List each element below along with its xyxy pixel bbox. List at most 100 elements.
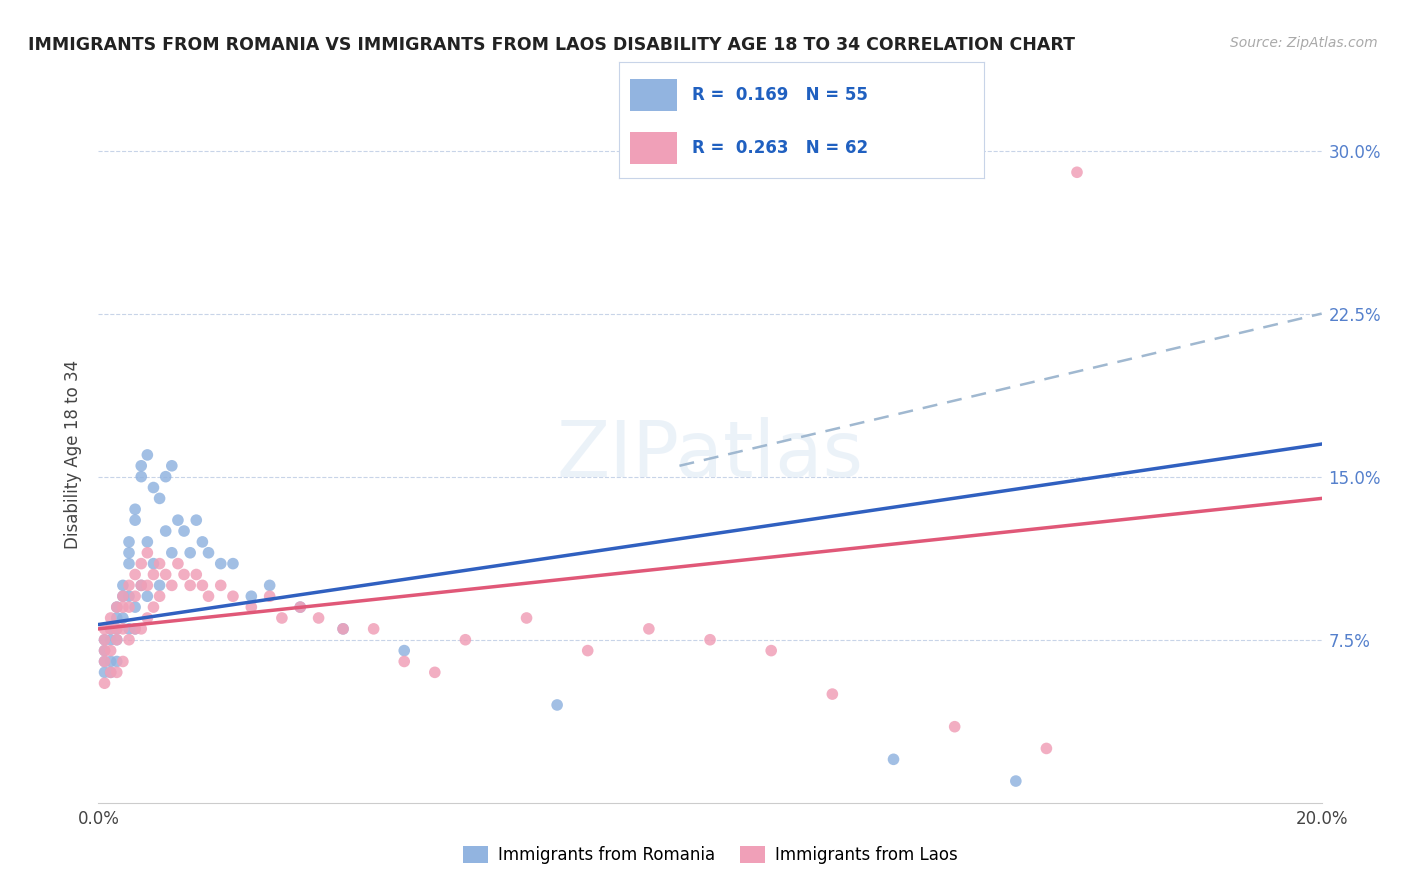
Point [105,655,128,669]
Point [111,622,134,636]
Point [883,752,905,766]
Point [149,557,172,571]
Point [149,578,172,592]
Point [759,643,782,657]
Point [363,622,385,636]
Point [124,502,146,516]
Point [943,720,966,734]
Point [105,622,128,636]
Point [124,622,146,636]
Point [259,578,281,592]
Point [124,600,146,615]
Point [155,567,177,582]
Point [124,589,146,603]
Point [270,611,292,625]
Point [136,535,159,549]
Point [100,643,122,657]
Point [124,513,146,527]
Point [100,665,122,680]
Text: R =  0.263   N = 62: R = 0.263 N = 62 [692,139,868,157]
Point [516,611,538,625]
Point [118,546,141,560]
Point [105,622,128,636]
Point [222,589,245,603]
Point [105,600,128,615]
Point [699,632,721,647]
Point [821,687,844,701]
Point [160,546,183,560]
Point [93,643,115,657]
Point [149,589,172,603]
Point [129,622,152,636]
Point [179,578,201,592]
Bar [630,132,678,164]
Point [160,458,183,473]
Text: R =  0.169   N = 55: R = 0.169 N = 55 [692,86,868,103]
Point [179,546,201,560]
Point [149,491,172,506]
Point [546,698,568,712]
Point [129,578,152,592]
Point [290,600,312,615]
Point [167,557,190,571]
Point [423,665,446,680]
Y-axis label: Disability Age 18 to 34: Disability Age 18 to 34 [65,360,83,549]
Point [93,643,115,657]
Point [111,600,134,615]
Bar [630,78,678,112]
Point [186,513,208,527]
Point [332,622,354,636]
Point [100,665,122,680]
Point [209,578,232,592]
Point [118,578,141,592]
Point [118,589,141,603]
Point [124,622,146,636]
Point [290,600,312,615]
Point [105,611,128,625]
Point [160,578,183,592]
Point [111,578,134,592]
Point [1035,741,1057,756]
Point [100,622,122,636]
Point [118,600,141,615]
Point [93,655,115,669]
Point [186,567,208,582]
Point [173,567,195,582]
Point [454,632,477,647]
Point [100,632,122,647]
Point [124,567,146,582]
Point [129,458,152,473]
Point [105,600,128,615]
Legend: Immigrants from Romania, Immigrants from Laos: Immigrants from Romania, Immigrants from… [456,839,965,871]
Point [173,524,195,538]
Point [118,622,141,636]
Point [136,546,159,560]
Text: Source: ZipAtlas.com: Source: ZipAtlas.com [1230,36,1378,50]
Point [118,535,141,549]
Point [129,578,152,592]
Point [167,513,190,527]
Text: IMMIGRANTS FROM ROMANIA VS IMMIGRANTS FROM LAOS DISABILITY AGE 18 TO 34 CORRELAT: IMMIGRANTS FROM ROMANIA VS IMMIGRANTS FR… [28,36,1076,54]
Point [142,481,165,495]
Point [576,643,599,657]
Point [111,611,134,625]
Point [105,665,128,680]
Point [240,589,263,603]
Point [136,448,159,462]
Point [136,589,159,603]
Point [155,524,177,538]
Point [197,589,219,603]
Text: ZIPatlas: ZIPatlas [557,417,863,493]
Point [142,557,165,571]
Point [111,589,134,603]
Point [93,622,115,636]
Point [197,546,219,560]
Point [1004,774,1026,789]
Point [392,655,416,669]
Point [136,611,159,625]
Point [142,600,165,615]
Point [1066,165,1088,179]
Point [111,589,134,603]
Point [100,622,122,636]
Point [118,557,141,571]
